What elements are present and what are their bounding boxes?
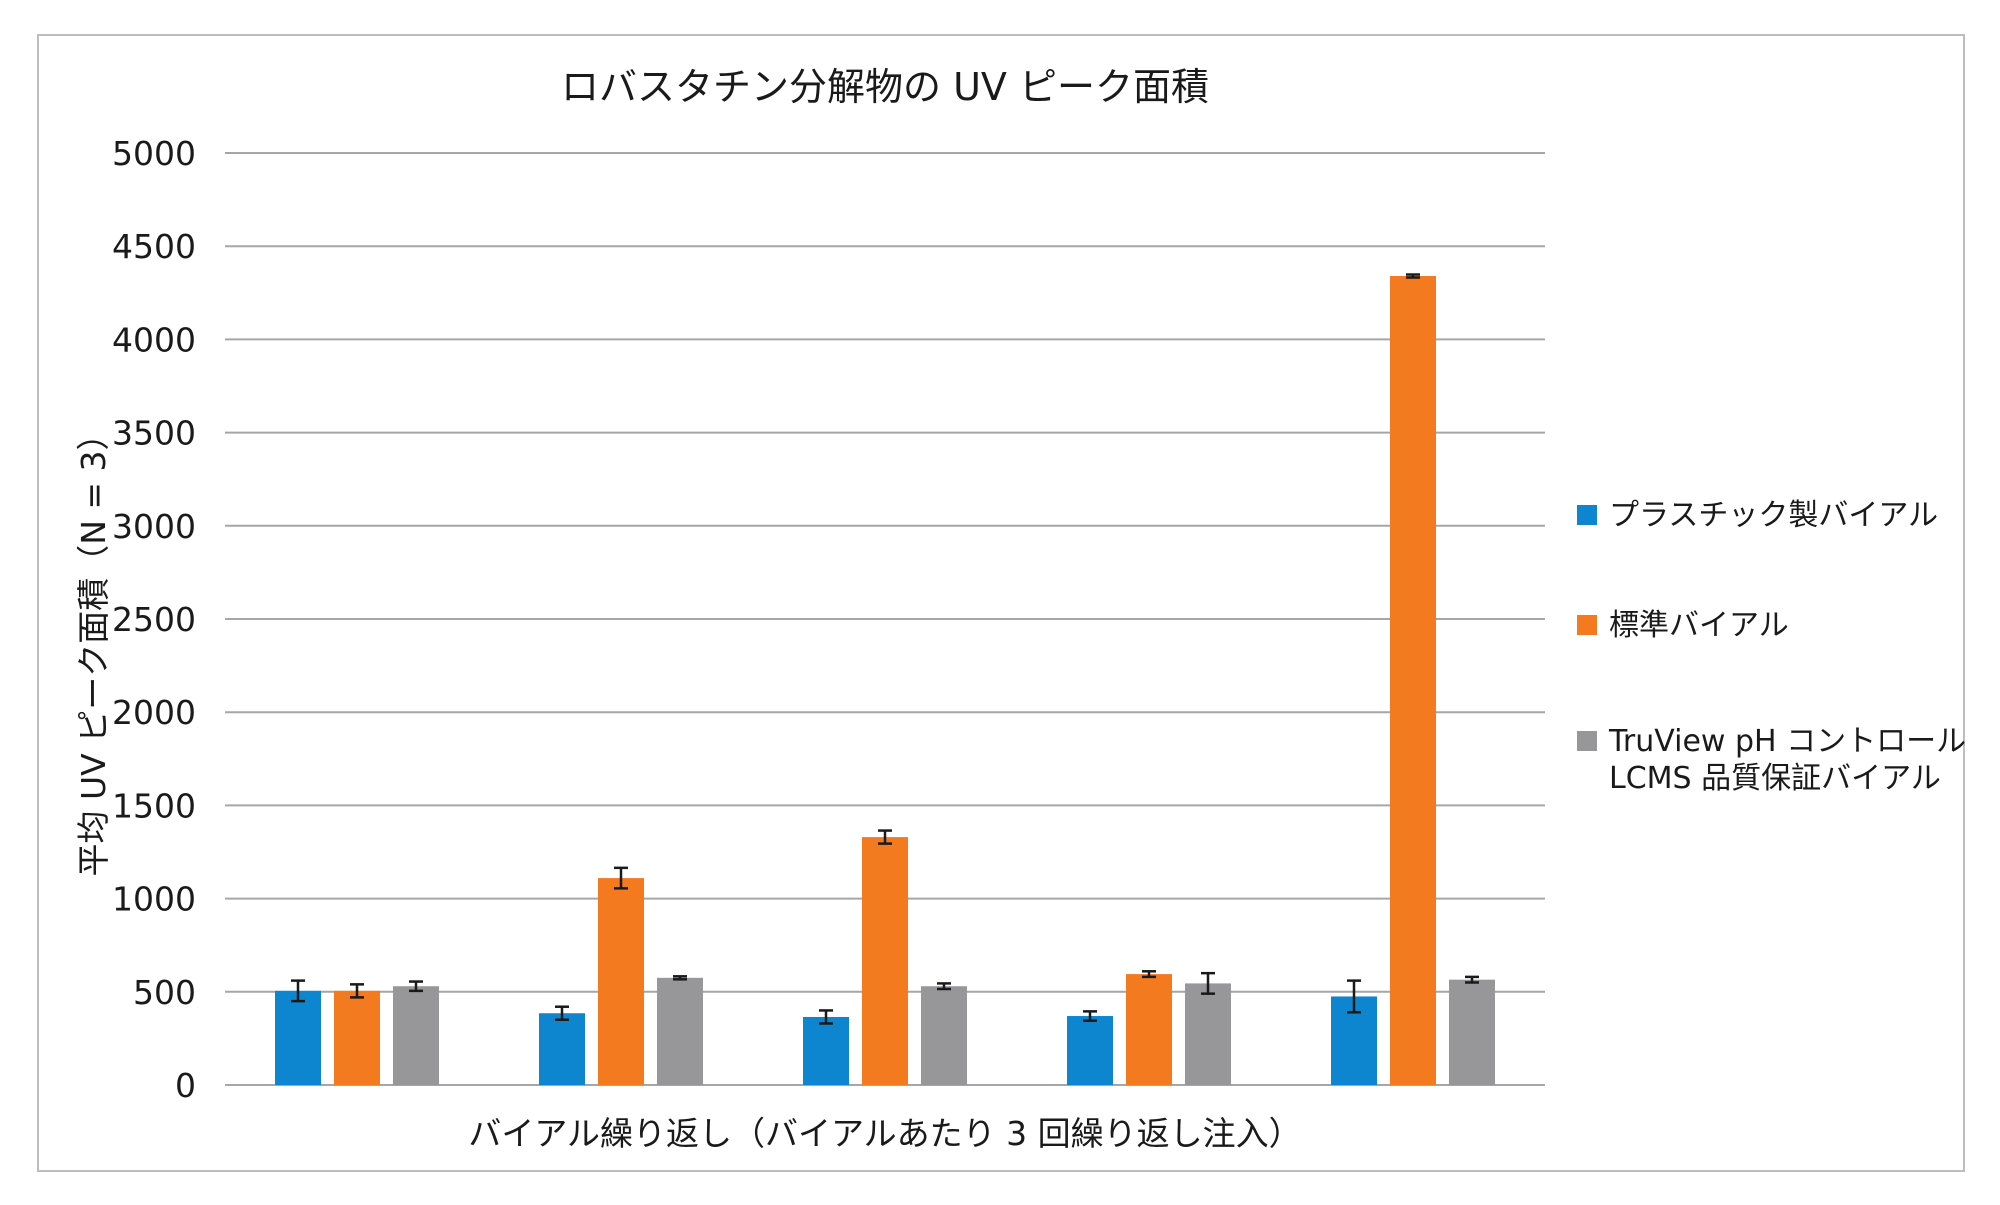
bars: [275, 276, 1495, 1085]
bar: [921, 986, 967, 1085]
y-tick-label: 1500: [112, 786, 196, 825]
y-tick-label: 3000: [112, 507, 196, 546]
bar: [1126, 974, 1172, 1085]
y-tick-label: 4500: [112, 227, 196, 266]
legend-item-plastic-vial: プラスチック製バイアル: [1577, 497, 1938, 534]
bar: [1390, 276, 1436, 1085]
y-tick-label: 500: [133, 973, 196, 1012]
gridlines: [225, 152, 1545, 1086]
legend-item-standard-vial: 標準バイアル: [1577, 607, 1789, 644]
x-axis-label: バイアル繰り返し（バイアルあたり 3 回繰り返し注入）: [468, 1114, 1302, 1153]
bar: [862, 837, 908, 1085]
bar: [803, 1016, 849, 1085]
bar: [1185, 983, 1231, 1085]
legend-label: プラスチック製バイアル: [1609, 498, 1939, 533]
y-axis-label: 平均 UV ピーク面積（N = 3）: [74, 417, 113, 877]
bar: [539, 1013, 585, 1085]
y-tick-label: 5000: [112, 134, 196, 173]
bar: [334, 990, 380, 1085]
legend-label: 標準バイアル: [1609, 608, 1789, 643]
bar: [598, 878, 644, 1085]
bar: [275, 990, 321, 1085]
legend-label: TruView pH コントロール LCMS 品質保証バイアル: [1609, 724, 1967, 796]
y-tick-label: 2500: [112, 600, 196, 639]
legend-swatch: [1577, 731, 1597, 751]
bar: [393, 986, 439, 1085]
y-tick-label: 2000: [112, 693, 196, 732]
y-tick-label: 4000: [112, 320, 196, 359]
error-bars: [291, 273, 1479, 1025]
chart-title: ロバスタチン分解物の UV ピーク面積: [561, 65, 1209, 109]
chart-frame: [37, 34, 1965, 1172]
y-axis-ticks: 0 500 1000 1500 2000 2500 3000 3500 4000 4500 5000: [112, 134, 196, 1105]
legend-swatch: [1577, 505, 1597, 525]
legend-item-truview-vial: TruView pH コントロール LCMS 品質保証バイアル: [1577, 723, 1966, 797]
legend-swatch: [1577, 615, 1597, 635]
y-tick-label: 0: [175, 1066, 196, 1105]
bar: [657, 977, 703, 1085]
y-tick-label: 1000: [112, 880, 196, 919]
y-tick-label: 3500: [112, 414, 196, 453]
bar: [1449, 979, 1495, 1085]
bar: [1067, 1016, 1113, 1085]
